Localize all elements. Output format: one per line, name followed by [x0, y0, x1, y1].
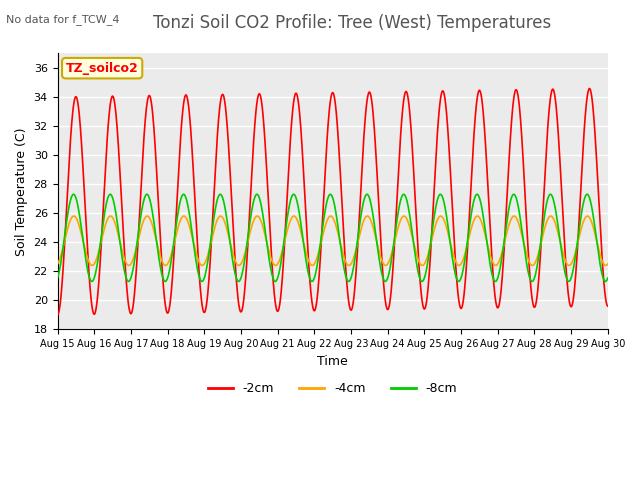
Text: TZ_soilco2: TZ_soilco2 — [66, 61, 138, 75]
Legend: -2cm, -4cm, -8cm: -2cm, -4cm, -8cm — [203, 377, 463, 400]
Text: No data for f_TCW_4: No data for f_TCW_4 — [6, 14, 120, 25]
Y-axis label: Soil Temperature (C): Soil Temperature (C) — [15, 127, 28, 256]
Text: Tonzi Soil CO2 Profile: Tree (West) Temperatures: Tonzi Soil CO2 Profile: Tree (West) Temp… — [153, 14, 551, 33]
X-axis label: Time: Time — [317, 355, 348, 368]
